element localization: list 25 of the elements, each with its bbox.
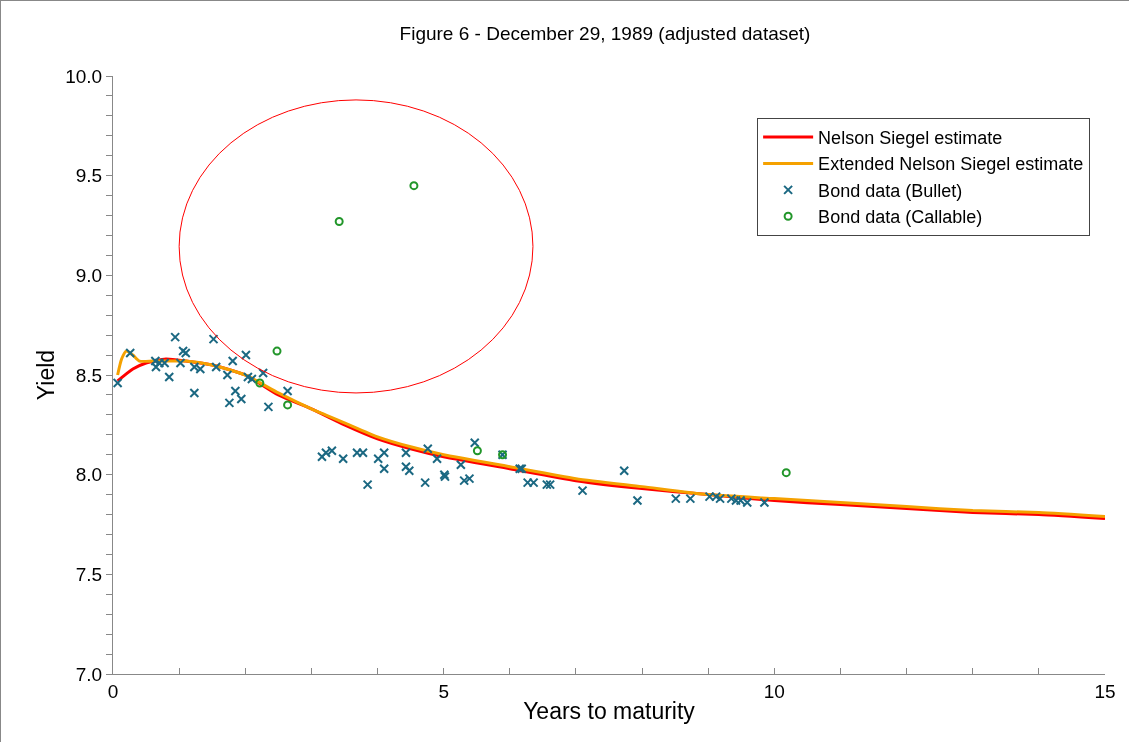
- point: [283, 400, 293, 410]
- legend-label: Extended Nelson Siegel estimate: [818, 154, 1084, 175]
- x-tick-label: 5: [438, 680, 449, 702]
- y-tick-label: 10.0: [65, 65, 103, 87]
- legend-label: Bond data (Callable): [818, 207, 983, 228]
- x-tick-label: 0: [107, 680, 119, 702]
- point: [255, 378, 265, 388]
- x-tick-label: 15: [1094, 680, 1116, 702]
- chart-title: Figure 6 - December 29, 1989 (adjusted dataset): [399, 23, 811, 45]
- legend-label: Nelson Siegel estimate: [818, 128, 1003, 149]
- point: [781, 468, 791, 478]
- y-tick-label: 8.0: [75, 464, 103, 486]
- y-tick-label: 7.0: [75, 663, 103, 685]
- x-tick-label: 10: [763, 680, 785, 702]
- legend-label: Bond data (Bullet): [818, 180, 963, 201]
- y-axis-title: Yield: [32, 349, 59, 401]
- point: [272, 346, 282, 356]
- y-tick-label: 8.5: [75, 364, 103, 386]
- y-tick-label: 9.5: [75, 165, 103, 187]
- y-tick-label: 7.5: [75, 563, 103, 585]
- x-axis-title: Years to maturity: [523, 698, 696, 725]
- point: [472, 446, 482, 456]
- y-tick-label: 9.0: [75, 264, 103, 286]
- point: [409, 181, 419, 191]
- point: [334, 217, 344, 227]
